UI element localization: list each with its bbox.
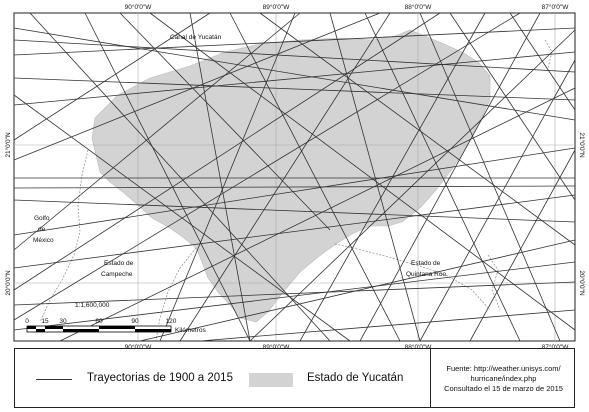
top-lon-label-88: 88°0'0"W bbox=[405, 3, 433, 11]
legend-box: Trayectorias de 1900 a 2015 Estado de Yu… bbox=[14, 348, 575, 408]
label-golfo-1: Golfo bbox=[34, 215, 50, 222]
top-lon-label-89: 89°0'0"W bbox=[263, 3, 291, 11]
left-lat-label-21: 21°0'0"N bbox=[4, 132, 12, 158]
top-lon-label-87: 87°0'0"W bbox=[542, 3, 570, 11]
scale-tick-90: 90 bbox=[131, 318, 139, 325]
coastline bbox=[39, 39, 553, 341]
label-qroo-1: Estado de bbox=[411, 260, 441, 267]
label-campeche-2: Campeche bbox=[101, 271, 133, 278]
source-line-3: Consultado el 15 de marzo de 2015 bbox=[444, 384, 563, 393]
source-line-1: Fuente: http://weather.unisys.com/ bbox=[446, 364, 561, 373]
source-note: Fuente: http://weather.unisys.com/ hurri… bbox=[430, 348, 576, 408]
hurricane-trajectories bbox=[13, 12, 576, 342]
right-lat-label-21: 21°0'0"N bbox=[578, 132, 586, 158]
scale-bar bbox=[26, 325, 172, 333]
yucatan-legend-label: Estado de Yucatán bbox=[307, 372, 404, 384]
label-golfo-3: México bbox=[33, 237, 54, 244]
label-qroo-2: Quintana Roo bbox=[406, 271, 446, 278]
trajectory-legend-line bbox=[36, 379, 72, 380]
scale-tick-0: 0 bbox=[25, 318, 29, 325]
bottom-lon-label-88: 88°0'0"W bbox=[405, 343, 433, 351]
right-lat-label-20: 20°0'0"N bbox=[578, 270, 586, 296]
bottom-lon-label-90: 90°0'0"W bbox=[125, 343, 153, 351]
yucatan-legend-swatch bbox=[249, 373, 293, 387]
bottom-lon-label-87: 87°0'0"W bbox=[542, 343, 570, 351]
top-lon-label-90: 90°0'0"W bbox=[125, 3, 153, 11]
label-campeche-1: Estado de bbox=[104, 260, 134, 267]
graticule bbox=[14, 13, 575, 341]
scale-tick-120: 120 bbox=[166, 318, 177, 325]
scale-unit: Kilómetros bbox=[175, 327, 206, 334]
source-line-2: hurricane/index.php bbox=[470, 374, 537, 383]
scale-tick-30: 30 bbox=[59, 318, 67, 325]
bottom-lon-label-89: 89°0'0"W bbox=[263, 343, 291, 351]
left-lat-label-20: 20°0'0"N bbox=[4, 270, 12, 296]
label-golfo-2: de bbox=[38, 226, 46, 233]
scale-tick-15: 15 bbox=[41, 318, 49, 325]
trajectory-legend-label: Trayectorias de 1900 a 2015 bbox=[87, 372, 233, 384]
label-canal-yucatan: Canal de Yucatán bbox=[170, 34, 222, 41]
scale-ratio: 1:1,600,000 bbox=[75, 302, 110, 309]
scale-tick-60: 60 bbox=[95, 318, 103, 325]
